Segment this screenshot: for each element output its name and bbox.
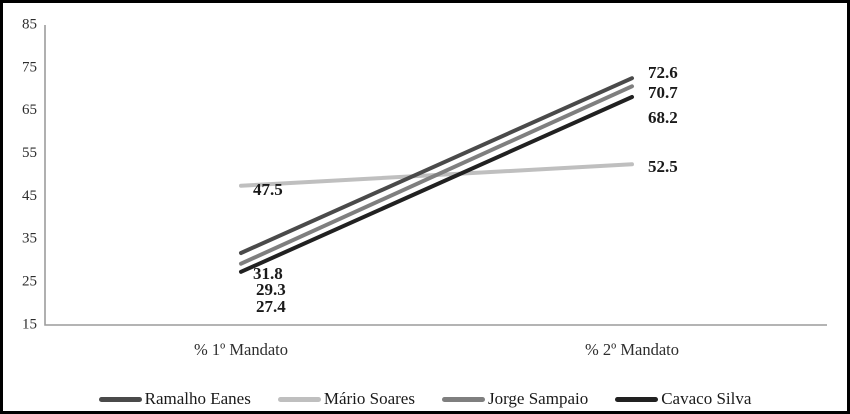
data-label: 27.4 — [256, 297, 286, 316]
x-axis-category-label: % 1º Mandato — [194, 340, 288, 359]
axis-lines — [44, 25, 827, 326]
series-line — [239, 76, 634, 255]
y-axis-tick-label: 35 — [22, 231, 37, 247]
legend-item: Ramalho Eanes — [98, 389, 251, 409]
data-label: 31.8 — [253, 264, 283, 283]
data-label: 72.6 — [648, 63, 678, 82]
legend-label: Cavaco Silva — [661, 389, 752, 408]
legend-label: Jorge Sampaio — [487, 389, 589, 408]
data-label: 70.7 — [648, 83, 678, 102]
y-axis-tick-label: 25 — [22, 274, 37, 290]
series-line — [239, 95, 634, 274]
legend-line-swatch — [615, 396, 659, 402]
data-label: 52.5 — [648, 157, 678, 176]
y-axis-tick-label: 55 — [22, 145, 37, 161]
legend-item: Jorge Sampaio — [441, 389, 589, 409]
data-label: 29.3 — [256, 280, 286, 299]
y-axis-tick-label: 45 — [22, 188, 37, 204]
legend-line-swatch — [98, 396, 142, 402]
y-axis-tick-label: 75 — [22, 59, 37, 75]
legend-line-swatch — [277, 396, 321, 402]
data-label: 47.5 — [253, 180, 283, 199]
legend-line-swatch — [441, 396, 485, 402]
mandate-percentage-line-chart: 85 75 65 55 45 35 25 15 % 1º Mandato % 2º Mandato… — [22, 16, 827, 359]
y-axis-tick-label: 85 — [22, 16, 37, 32]
y-axis-tick-label: 15 — [22, 316, 37, 332]
legend-item: Cavaco Silva — [615, 389, 751, 409]
series-line — [239, 84, 634, 266]
chart-legend: Ramalho Eanes Mário Soares Jorge Sampaio Ca… — [3, 386, 847, 411]
legend-label: Mário Soares — [323, 389, 415, 408]
legend-label: Ramalho Eanes — [144, 389, 251, 408]
y-axis-tick-label: 65 — [22, 102, 37, 118]
data-label: 68.2 — [648, 108, 678, 127]
legend-item: Mário Soares — [277, 389, 415, 409]
x-axis-category-label: % 2º Mandato — [585, 340, 679, 359]
